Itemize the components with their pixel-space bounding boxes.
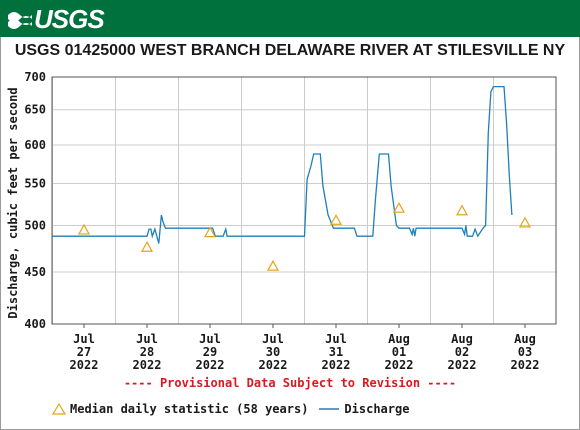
x-tick-label-month: Jul <box>199 332 221 346</box>
x-tick-label-year: 2022 <box>133 358 162 372</box>
x-tick-label-year: 2022 <box>322 358 351 372</box>
y-tick-label: 700 <box>24 70 46 84</box>
median-point <box>266 259 280 271</box>
usgs-logo-text: USGS <box>34 3 105 34</box>
x-tick-label-month: Jul <box>325 332 347 346</box>
x-tick-label-month: Jul <box>73 332 95 346</box>
median-point <box>455 204 469 216</box>
median-point <box>518 216 532 228</box>
legend-item-median: Median daily statistic (58 years) <box>52 402 308 416</box>
x-tick-label-year: 2022 <box>196 358 225 372</box>
usgs-banner: USGS <box>0 0 580 37</box>
x-tick-label-day: 02 <box>455 345 469 359</box>
line-icon <box>319 408 340 410</box>
y-tick-label: 650 <box>24 103 46 117</box>
y-tick-label: 550 <box>24 176 46 190</box>
plot-border <box>51 76 557 325</box>
median-point <box>77 223 91 235</box>
discharge-series-line <box>52 85 513 244</box>
median-point <box>329 214 343 225</box>
x-tick-label-month: Aug <box>514 332 536 346</box>
x-tick-label-year: 2022 <box>70 358 99 372</box>
legend-item-discharge: Discharge <box>318 402 409 416</box>
y-tick-label: 600 <box>24 138 46 152</box>
x-tick-label-day: 29 <box>203 345 217 359</box>
x-tick-label-year: 2022 <box>448 358 477 372</box>
x-tick-label-day: 03 <box>518 345 532 359</box>
x-tick-label-day: 30 <box>266 345 280 359</box>
usgs-logo: USGS <box>8 3 105 34</box>
x-tick-label-month: Aug <box>388 332 410 346</box>
x-tick-label-year: 2022 <box>385 358 414 372</box>
median-point <box>203 226 217 238</box>
provisional-note: ---- Provisional Data Subject to Revisio… <box>123 376 457 390</box>
x-tick-label-month: Aug <box>451 332 473 346</box>
usgs-wave-icon <box>8 12 32 29</box>
median-point <box>392 201 406 213</box>
y-tick-label: 400 <box>24 317 46 331</box>
x-tick-label-month: Jul <box>262 332 284 346</box>
triangle-icon <box>52 403 66 415</box>
x-tick-label-day: 31 <box>329 345 343 359</box>
x-tick-label-year: 2022 <box>511 358 540 372</box>
x-tick-label-day: 01 <box>392 345 406 359</box>
x-tick-label-day: 28 <box>140 345 154 359</box>
y-tick-label: 450 <box>24 265 46 279</box>
chart-title: USGS 01425000 WEST BRANCH DELAWARE RIVER… <box>14 42 566 59</box>
legend: Median daily statistic (58 years) Discha… <box>52 402 419 416</box>
x-tick-label-year: 2022 <box>259 358 288 372</box>
y-tick-label: 500 <box>24 219 46 233</box>
median-point <box>140 240 154 252</box>
legend-discharge-label: Discharge <box>344 402 410 416</box>
x-tick-label-day: 27 <box>77 345 91 359</box>
legend-median-label: Median daily statistic (58 years) <box>70 402 309 416</box>
x-tick-label-month: Jul <box>136 332 158 346</box>
